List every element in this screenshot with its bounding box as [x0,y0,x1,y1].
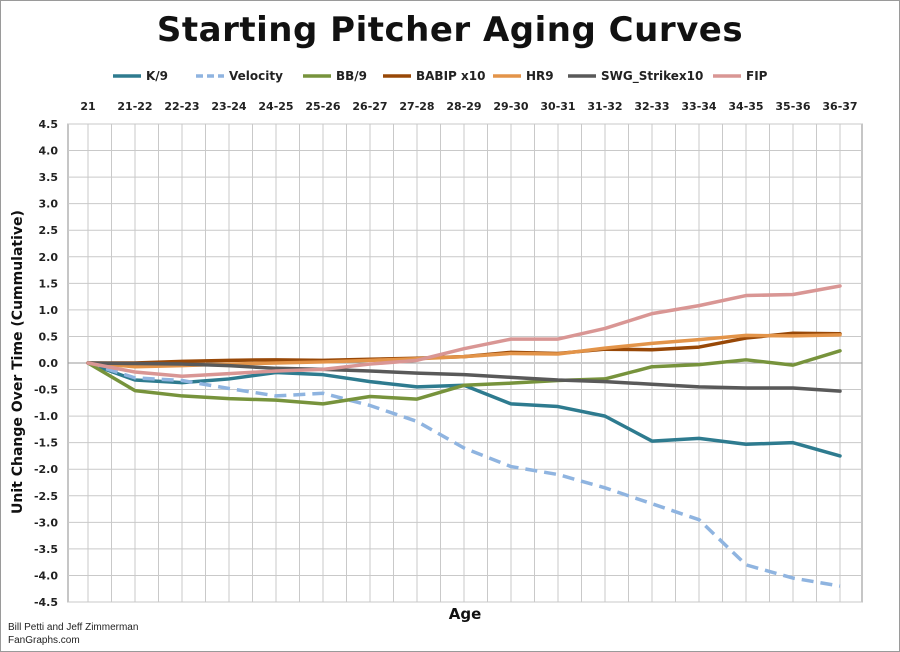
x-tick-label: 26-27 [352,100,387,113]
y-tick-label: 0.5 [39,330,59,343]
x-tick-label: 32-33 [634,100,669,113]
x-tick-label: 36-37 [822,100,857,113]
x-tick-label: 22-23 [164,100,199,113]
legend-label: FIP [746,69,768,83]
x-tick-label: 25-26 [305,100,341,113]
x-tick-label: 24-25 [258,100,293,113]
legend-label: SWG_Strikex10 [601,69,704,83]
legend-swatch [113,74,141,78]
y-tick-label: 4.5 [39,118,59,131]
legend-swatch [568,74,596,78]
x-tick-labels: 21 21-22 22-23 23-24 24-25 25-26 26-27 27-28 28-… [80,100,857,113]
y-tick-label: -0.5 [34,384,58,397]
y-tick-label: -4.0 [34,569,58,582]
y-tick-label: -2.5 [34,490,58,503]
y-tick-labels: 4.5 4.0 3.5 3.0 2.5 2.0 1.5 1.0 0.5 0.0 -0.5 -1.0 -1… [34,118,58,609]
legend-swatch [493,74,521,78]
x-axis-label: Age [449,605,482,623]
y-tick-label: -2.0 [34,463,58,476]
y-tick-label: -3.0 [34,516,58,529]
y-tick-label: -3.5 [34,543,58,556]
legend-swatch [383,74,411,78]
x-tick-label: 21 [80,100,95,113]
chart-title: Starting Pitcher Aging Curves [156,10,744,50]
legend-label: BB/9 [336,69,368,83]
legend-label: BABIP x10 [416,69,486,83]
credit-site: FanGraphs.com [8,635,80,646]
x-tick-label: 29-30 [493,100,529,113]
y-tick-label: 4.0 [39,145,59,158]
x-tick-label: 21-22 [117,100,152,113]
y-tick-label: -1.0 [34,410,58,423]
x-tick-label: 27-28 [399,100,434,113]
series-line-fip [86,284,842,379]
y-tick-label: -1.5 [34,437,58,450]
legend-label: HR9 [526,69,554,83]
x-tick-label: 30-31 [540,100,575,113]
legend-swatch [303,74,331,78]
x-tick-label: 28-29 [446,100,481,113]
series-line-bb-9 [86,349,842,406]
legend-swatch [713,74,741,78]
x-tick-label: 31-32 [587,100,622,113]
legend-swatch [196,74,224,78]
y-tick-label: 0.0 [39,357,59,370]
y-tick-label: 2.5 [39,224,59,237]
x-tick-label: 23-24 [211,100,247,113]
y-tick-label: 3.0 [39,198,59,211]
x-tick-label: 35-36 [775,100,811,113]
x-tick-label: 33-34 [681,100,717,113]
y-tick-label: 1.0 [39,304,59,317]
series-lines [86,284,842,588]
chart-legend: K/9 Velocity BB/9 BABIP x10 HR9 SWG_Strikex10… [0,68,900,84]
legend-label: K/9 [146,69,169,83]
credit-authors: Bill Petti and Jeff Zimmerman [8,622,139,633]
y-tick-label: 3.5 [39,171,59,184]
y-tick-label: 1.5 [39,277,59,290]
y-axis-label: Unit Change Over Time (Cummulative) [10,210,26,514]
x-tick-label: 34-35 [728,100,763,113]
y-tick-label: 2.0 [39,251,59,264]
legend-label: Velocity [229,69,283,83]
series-line-swg-strikex10 [86,361,842,393]
y-tick-label: -4.5 [34,596,58,609]
series-line-velocity [87,361,841,588]
